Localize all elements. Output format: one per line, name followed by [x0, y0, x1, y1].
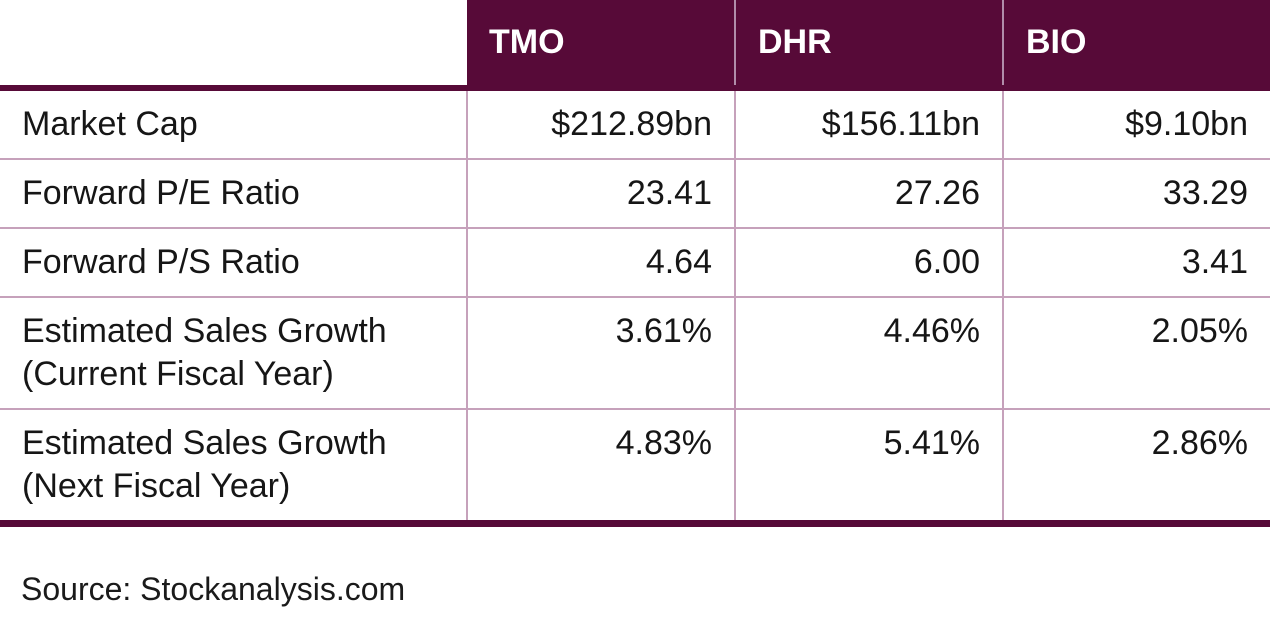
- stock-comparison-table: TMO DHR BIO Market Cap $212.89bn $156.11…: [0, 0, 1270, 527]
- value-cell-bio: $9.10bn: [1002, 88, 1270, 160]
- value-cell-dhr: 27.26: [734, 159, 1003, 229]
- header-cell-tmo: TMO: [467, 0, 735, 91]
- row-label-line: (Next Fiscal Year): [22, 467, 291, 505]
- row-label: Forward P/E Ratio: [0, 159, 467, 229]
- table-row-market-cap: Market Cap $212.89bn $156.11bn $9.10bn: [0, 88, 1270, 160]
- header-cell-dhr: DHR: [734, 0, 1003, 91]
- row-label: Estimated Sales Growth (Next Fiscal Year…: [0, 409, 467, 527]
- row-label-line: Forward P/E Ratio: [22, 174, 300, 212]
- header-cell-bio: BIO: [1002, 0, 1270, 91]
- row-label: Estimated Sales Growth (Current Fiscal Y…: [0, 297, 467, 410]
- value-cell-tmo: 3.61%: [466, 297, 735, 410]
- row-label-line: Forward P/S Ratio: [22, 243, 300, 281]
- row-label-line: Estimated Sales Growth: [22, 312, 387, 350]
- table-row-sales-growth-current: Estimated Sales Growth (Current Fiscal Y…: [0, 297, 1270, 410]
- value-cell-bio: 3.41: [1002, 228, 1270, 298]
- row-label-line: Estimated Sales Growth: [22, 424, 387, 462]
- source-note: Source: Stockanalysis.com: [21, 571, 406, 607]
- value-cell-tmo: 4.83%: [466, 409, 735, 527]
- value-cell-bio: 2.05%: [1002, 297, 1270, 410]
- value-cell-bio: 33.29: [1002, 159, 1270, 229]
- row-label-line: Market Cap: [22, 105, 198, 143]
- row-label: Forward P/S Ratio: [0, 228, 467, 298]
- value-cell-dhr: 5.41%: [734, 409, 1003, 527]
- value-cell-dhr: 4.46%: [734, 297, 1003, 410]
- table-row-forward-pe: Forward P/E Ratio 23.41 27.26 33.29: [0, 159, 1270, 229]
- header-row: TMO DHR BIO: [0, 0, 1270, 91]
- value-cell-dhr: $156.11bn: [734, 88, 1003, 160]
- header-blank-cell: [0, 0, 467, 91]
- table-row-forward-ps: Forward P/S Ratio 4.64 6.00 3.41: [0, 228, 1270, 298]
- table-row-sales-growth-next: Estimated Sales Growth (Next Fiscal Year…: [0, 409, 1270, 527]
- value-cell-tmo: 23.41: [466, 159, 735, 229]
- value-cell-tmo: $212.89bn: [466, 88, 735, 160]
- value-cell-bio: 2.86%: [1002, 409, 1270, 527]
- row-label: Market Cap: [0, 88, 467, 160]
- value-cell-tmo: 4.64: [466, 228, 735, 298]
- row-label-line: (Current Fiscal Year): [22, 355, 334, 393]
- value-cell-dhr: 6.00: [734, 228, 1003, 298]
